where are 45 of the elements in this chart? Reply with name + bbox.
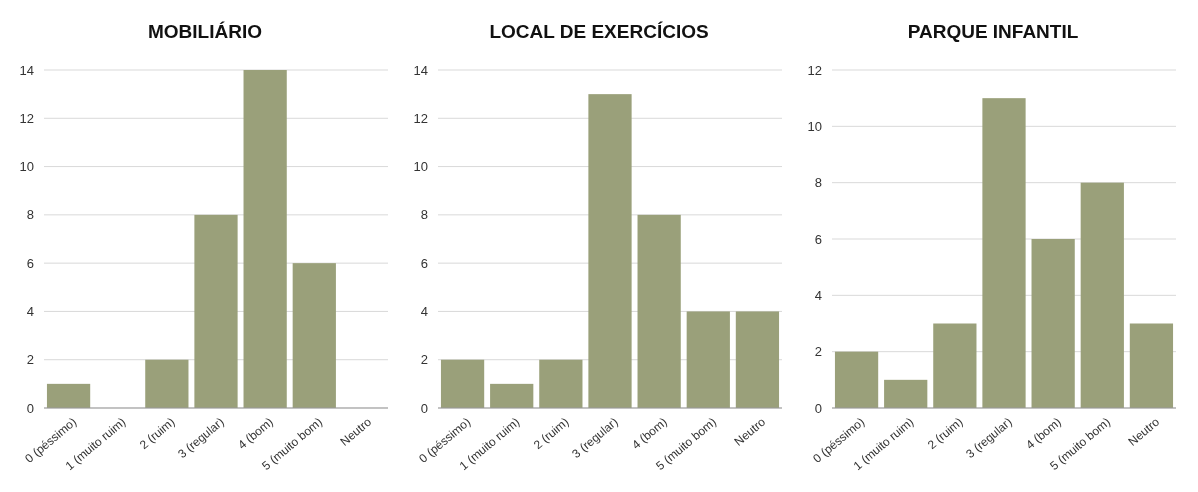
y-tick-label: 10 bbox=[19, 159, 34, 175]
bar bbox=[46, 383, 91, 408]
y-tick-label: 12 bbox=[413, 110, 428, 126]
chart-title: MOBILIÁRIO bbox=[148, 21, 262, 42]
bar bbox=[539, 359, 583, 408]
y-tick-label: 14 bbox=[413, 62, 428, 78]
chart-title: LOCAL DE EXERCÍCIOS bbox=[489, 21, 709, 42]
bar bbox=[933, 323, 977, 408]
bar bbox=[982, 98, 1026, 408]
bar bbox=[834, 351, 879, 408]
bar bbox=[194, 214, 238, 408]
bar bbox=[243, 70, 287, 408]
y-tick-label: 10 bbox=[807, 118, 822, 134]
y-tick-label: 4 bbox=[814, 287, 822, 303]
bar bbox=[145, 359, 189, 408]
bar bbox=[735, 311, 780, 408]
y-tick-label: 8 bbox=[814, 175, 822, 191]
y-tick-label: 6 bbox=[26, 255, 34, 271]
y-tick-label: 8 bbox=[420, 207, 428, 223]
y-tick-label: 12 bbox=[807, 62, 822, 78]
y-tick-label: 0 bbox=[420, 400, 428, 416]
y-tick-label: 12 bbox=[19, 110, 34, 126]
y-tick-label: 6 bbox=[420, 255, 428, 271]
bar bbox=[884, 379, 928, 408]
y-tick-label: 2 bbox=[420, 352, 428, 368]
bar bbox=[1129, 323, 1174, 408]
bar bbox=[292, 263, 336, 408]
bar bbox=[1080, 182, 1124, 408]
y-tick-label: 8 bbox=[26, 207, 34, 223]
y-tick-label: 6 bbox=[814, 231, 822, 247]
y-tick-label: 14 bbox=[19, 62, 34, 78]
y-tick-label: 0 bbox=[814, 400, 822, 416]
bar bbox=[440, 359, 485, 408]
y-tick-label: 10 bbox=[413, 159, 428, 175]
bar bbox=[686, 311, 730, 408]
y-tick-label: 0 bbox=[26, 400, 34, 416]
bar bbox=[1031, 239, 1075, 408]
bar bbox=[637, 214, 681, 408]
y-tick-label: 2 bbox=[814, 344, 822, 360]
y-tick-label: 2 bbox=[26, 352, 34, 368]
y-tick-label: 4 bbox=[26, 303, 34, 319]
chart-title: PARQUE INFANTIL bbox=[907, 21, 1079, 42]
bar bbox=[588, 94, 632, 408]
y-tick-label: 4 bbox=[420, 303, 428, 319]
bar bbox=[490, 383, 534, 408]
